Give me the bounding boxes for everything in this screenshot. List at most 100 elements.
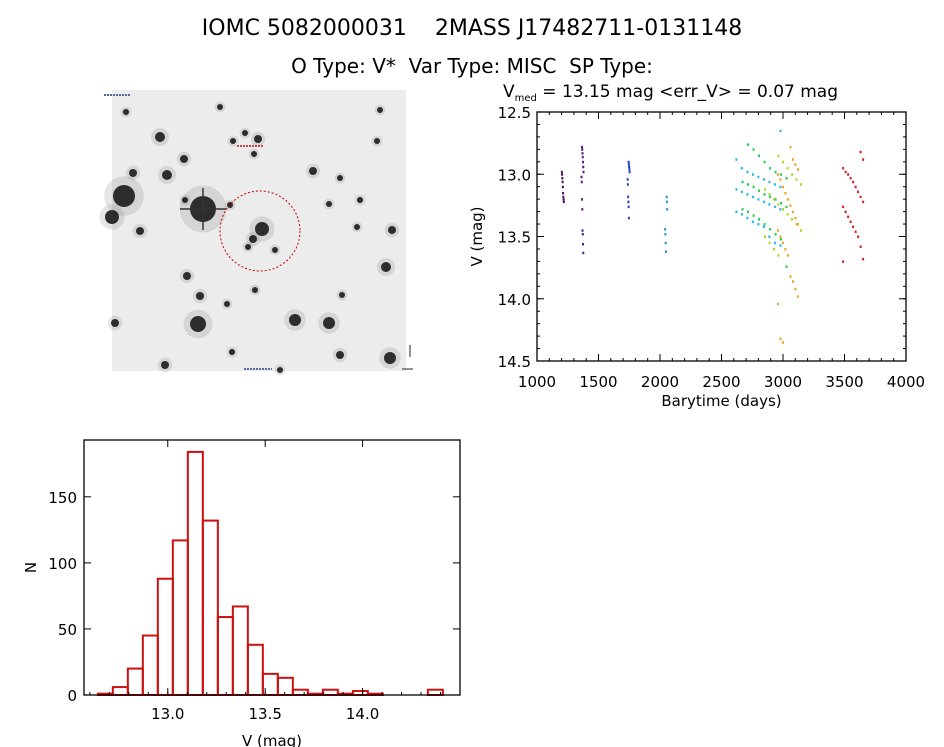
x-axis-label: V (mag) [242, 732, 302, 747]
star [339, 292, 345, 298]
x-tick-label: 4000 [887, 373, 925, 391]
star-halo [318, 312, 340, 334]
data-point [789, 145, 792, 149]
data-point [757, 175, 760, 179]
data-point [794, 287, 797, 291]
data-point [664, 233, 667, 236]
star [123, 109, 129, 115]
histogram-bar [276, 676, 294, 697]
data-point [666, 208, 669, 211]
plot-title: Vmed = 13.15 mag <err_V> = 0.07 mag [503, 82, 838, 104]
data-point [791, 158, 794, 161]
data-point [786, 254, 789, 257]
star [254, 135, 262, 143]
x-tick-label: 2000 [641, 373, 679, 391]
y-tick-label: 13.0 [498, 166, 531, 184]
data-point [628, 170, 631, 174]
data-point [580, 175, 583, 179]
data-point [562, 191, 565, 195]
star [374, 138, 380, 144]
data-point [791, 173, 793, 176]
star-halo [371, 135, 383, 147]
data-point [582, 242, 585, 246]
data-point [859, 150, 862, 154]
data-point [769, 228, 772, 231]
data-point [627, 205, 630, 209]
star-halo [351, 221, 363, 233]
x-tick-label: 1500 [579, 373, 617, 391]
star [230, 138, 236, 144]
data-point [626, 183, 629, 186]
data-point [842, 205, 845, 209]
star [326, 201, 332, 207]
data-point [627, 216, 630, 220]
data-point [773, 183, 776, 186]
star [229, 349, 235, 355]
data-point [580, 180, 583, 184]
histogram-bar [291, 688, 309, 697]
data-point [758, 218, 761, 221]
data-point [786, 198, 789, 201]
histogram-bar [231, 605, 249, 696]
data-point [859, 245, 862, 248]
data-point [784, 191, 787, 195]
data-point [779, 337, 782, 341]
data-point [627, 163, 630, 166]
data-point [862, 257, 865, 261]
data-point [785, 176, 788, 180]
data-point [786, 167, 789, 170]
data-point [735, 210, 738, 214]
data-point [747, 143, 750, 146]
x-tick-label: 2500 [702, 373, 740, 391]
y-tick-label: 0 [67, 687, 77, 705]
data-point [664, 250, 667, 253]
data-point [764, 235, 766, 238]
histogram-bar [186, 450, 204, 697]
data-point [780, 237, 783, 241]
data-point [665, 195, 668, 199]
star-halo [125, 165, 141, 181]
data-point [780, 201, 783, 205]
data-point [582, 160, 585, 164]
star-halo [269, 244, 281, 256]
star [242, 130, 248, 136]
star-halo [157, 357, 173, 373]
data-point [752, 214, 755, 217]
data-point [741, 208, 744, 211]
star-halo [158, 166, 176, 184]
y-tick-label: 14.5 [498, 353, 531, 371]
data-point [562, 198, 565, 201]
data-point [842, 260, 845, 263]
star [255, 222, 269, 236]
data-point [626, 178, 629, 181]
star-halo [379, 347, 401, 369]
data-point [628, 168, 631, 171]
x-tick-label: 13.0 [151, 705, 184, 723]
star [105, 210, 119, 224]
data-point [859, 195, 862, 199]
title-line-1: IOMC 5082000031 2MASS J17482711-0131148 [201, 16, 743, 41]
data-point [862, 200, 865, 204]
star [155, 132, 165, 142]
data-point [777, 254, 780, 257]
data-point [768, 241, 771, 245]
data-point [779, 208, 782, 211]
data-point [581, 198, 584, 201]
star [323, 317, 335, 329]
star [336, 351, 344, 359]
data-point [782, 160, 784, 164]
data-point [773, 198, 775, 201]
histogram-bar [126, 667, 144, 697]
star [136, 227, 144, 235]
star-halo [179, 268, 195, 284]
data-point [627, 195, 630, 199]
data-point [735, 158, 738, 161]
data-point [581, 229, 584, 232]
data-point [581, 155, 584, 159]
data-point [789, 204, 792, 207]
data-point [776, 229, 779, 232]
x-tick-label: 14.0 [346, 705, 379, 723]
star-halo [334, 172, 346, 184]
data-point [628, 165, 631, 169]
